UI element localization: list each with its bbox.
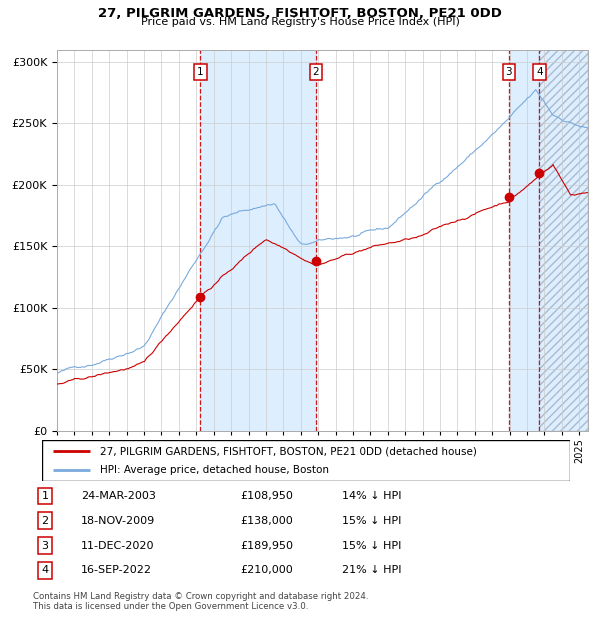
Text: 24-MAR-2003: 24-MAR-2003 [81, 491, 156, 501]
Text: Price paid vs. HM Land Registry's House Price Index (HPI): Price paid vs. HM Land Registry's House … [140, 17, 460, 27]
Text: 27, PILGRIM GARDENS, FISHTOFT, BOSTON, PE21 0DD (detached house): 27, PILGRIM GARDENS, FISHTOFT, BOSTON, P… [100, 446, 477, 456]
Text: 3: 3 [505, 67, 512, 77]
Text: HPI: Average price, detached house, Boston: HPI: Average price, detached house, Bost… [100, 466, 329, 476]
Text: 18-NOV-2009: 18-NOV-2009 [81, 516, 155, 526]
Text: 2: 2 [313, 67, 319, 77]
Text: 27, PILGRIM GARDENS, FISHTOFT, BOSTON, PE21 0DD: 27, PILGRIM GARDENS, FISHTOFT, BOSTON, P… [98, 7, 502, 20]
Text: 1: 1 [41, 491, 49, 501]
Bar [539, 50, 588, 431]
Text: 11-DEC-2020: 11-DEC-2020 [81, 541, 155, 551]
Text: £189,950: £189,950 [240, 541, 293, 551]
Bar [200, 50, 316, 431]
Text: This data is licensed under the Open Government Licence v3.0.: This data is licensed under the Open Gov… [33, 602, 308, 611]
Text: 3: 3 [41, 541, 49, 551]
Text: £210,000: £210,000 [240, 565, 293, 575]
Bar [539, 50, 588, 431]
Text: 2: 2 [41, 516, 49, 526]
Text: 4: 4 [41, 565, 49, 575]
Text: £138,000: £138,000 [240, 516, 293, 526]
Text: £108,950: £108,950 [240, 491, 293, 501]
Text: 16-SEP-2022: 16-SEP-2022 [81, 565, 152, 575]
Text: 1: 1 [197, 67, 203, 77]
Text: Contains HM Land Registry data © Crown copyright and database right 2024.: Contains HM Land Registry data © Crown c… [33, 592, 368, 601]
Text: 21% ↓ HPI: 21% ↓ HPI [342, 565, 401, 575]
Text: 15% ↓ HPI: 15% ↓ HPI [342, 541, 401, 551]
Text: 15% ↓ HPI: 15% ↓ HPI [342, 516, 401, 526]
Text: 4: 4 [536, 67, 543, 77]
Text: 14% ↓ HPI: 14% ↓ HPI [342, 491, 401, 501]
Bar [509, 50, 539, 431]
